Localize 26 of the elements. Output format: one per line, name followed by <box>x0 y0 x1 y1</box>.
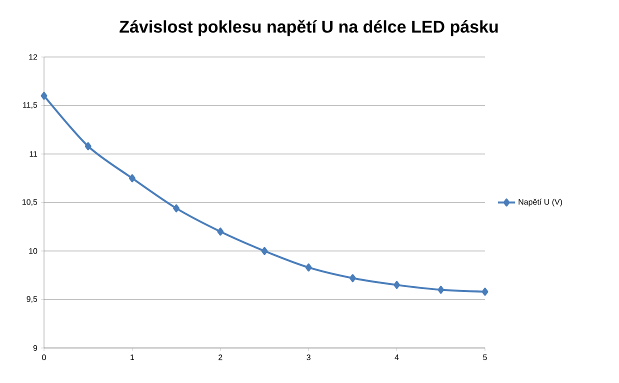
x-tick-label: 5 <box>483 354 487 360</box>
y-tick-label: 10,5 <box>22 199 38 206</box>
point <box>84 142 92 150</box>
y-tick-label: 10 <box>29 248 38 254</box>
point <box>40 92 48 100</box>
point <box>438 286 444 294</box>
point <box>217 228 224 236</box>
x-tick-label: 0 <box>42 354 46 360</box>
point <box>394 280 400 289</box>
point <box>305 263 312 272</box>
legend-label: Napětí U (V) <box>518 198 562 206</box>
point <box>349 274 356 282</box>
y-tick-label: 11 <box>30 151 38 157</box>
y-tick-label: 12 <box>29 54 38 60</box>
point <box>128 174 136 182</box>
x-tick-label: 3 <box>306 354 310 360</box>
x-tick-label: 4 <box>394 354 399 360</box>
y-tick-label: 9 <box>33 345 38 351</box>
x-tick-label: 1 <box>130 354 134 360</box>
point <box>482 288 488 296</box>
point <box>261 246 268 255</box>
y-tick-label: 11,5 <box>23 102 38 109</box>
y-tick-label: 9,5 <box>26 296 38 303</box>
point <box>173 204 180 212</box>
x-tick-label: 2 <box>218 354 222 360</box>
chart-title: Závislost poklesu napětí U na délce LED pásku <box>120 20 498 36</box>
